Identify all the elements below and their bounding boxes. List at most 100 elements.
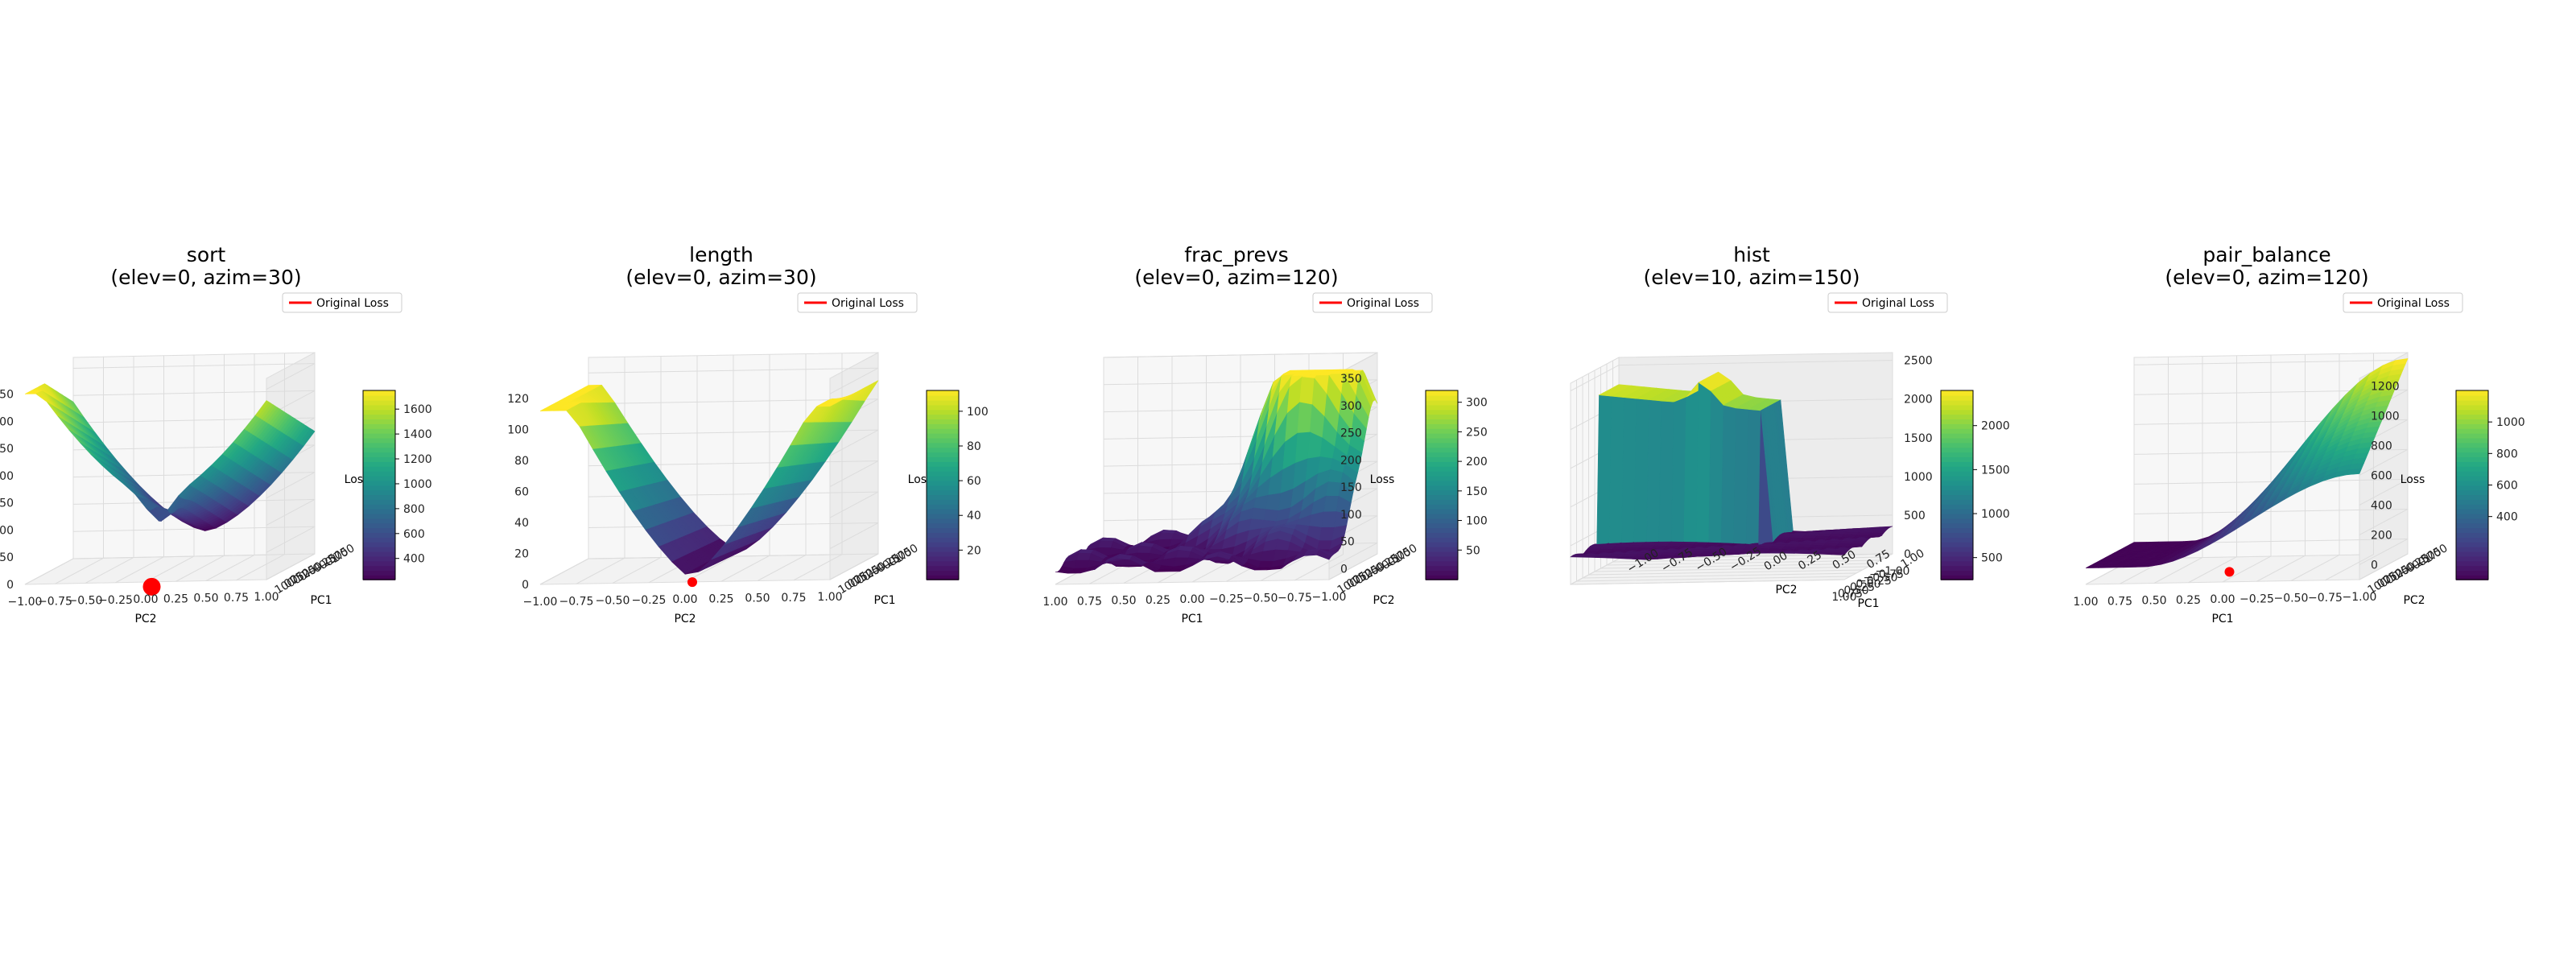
colorbar-segment	[2456, 423, 2488, 429]
x-tick-label: −0.50	[1244, 592, 1278, 605]
colorbar-segment	[1426, 494, 1458, 500]
colorbar-segment	[2456, 513, 2488, 519]
colorbar-segment	[1426, 508, 1458, 514]
chart-subtitle: (elev=10, azim=150)	[1643, 266, 1860, 289]
legend-label: Original Loss	[1862, 297, 1934, 310]
y-axis-label: PC1	[873, 594, 895, 607]
colorbar-segment	[363, 461, 395, 467]
colorbar-segment	[363, 537, 395, 543]
colorbar-segment	[2456, 414, 2488, 420]
colorbar-segment	[927, 432, 959, 439]
colorbar-segment	[2456, 485, 2488, 491]
colorbar-segment	[1426, 394, 1458, 401]
z-tick-label: 1000	[0, 470, 14, 483]
chart-title: pair_balance	[2202, 243, 2330, 266]
colorbar-segment	[1941, 570, 1973, 576]
z-tick-label: 2500	[1904, 355, 1933, 368]
colorbar-segment	[2456, 432, 2488, 439]
colorbar-segment	[927, 555, 959, 562]
colorbar-segment	[1426, 475, 1458, 481]
colorbar-tick-label: 200	[1466, 456, 1488, 469]
colorbar-segment	[363, 399, 395, 406]
x-tick-label: −0.75	[1278, 592, 1312, 605]
x-tick-label: 0.50	[2141, 595, 2166, 608]
colorbar-tick-label: 20	[967, 544, 981, 557]
colorbar-segment	[1426, 399, 1458, 406]
colorbar-segment	[1941, 456, 1973, 462]
surface-cell	[1633, 398, 1649, 543]
colorbar-segment	[2456, 551, 2488, 557]
colorbar-segment	[2456, 555, 2488, 562]
legend-box	[797, 292, 918, 313]
x-tick-label: −0.25	[1209, 592, 1244, 605]
z-tick-label: 1200	[2371, 380, 2400, 393]
x-tick-label: 1.00	[1831, 591, 1856, 604]
surface-cell	[1658, 400, 1674, 542]
surface-cell	[1317, 540, 1332, 551]
surface-cell	[1251, 507, 1267, 521]
colorbar-segment	[1426, 456, 1458, 462]
z-tick-label: 1000	[1904, 471, 1933, 484]
colorbar-segment	[363, 419, 395, 424]
x-tick-label: 0.75	[1838, 588, 1863, 601]
z-tick-label: 100	[1340, 509, 1362, 522]
x-axis-label: PC1	[2211, 613, 2233, 625]
original-loss-marker	[687, 577, 697, 588]
x-tick-label: 1.00	[2073, 596, 2098, 609]
colorbar-segment	[927, 452, 959, 458]
surface-cell	[1772, 543, 1788, 547]
colorbar-segment	[927, 480, 959, 486]
colorbar-segment	[1941, 470, 1973, 477]
colorbar-segment	[363, 394, 395, 401]
colorbar-segment	[927, 399, 959, 406]
colorbar-segment	[1426, 452, 1458, 458]
z-tick-label: 80	[514, 455, 529, 468]
colorbar-segment	[2456, 394, 2488, 401]
colorbar-segment	[1941, 508, 1973, 514]
colorbar-segment	[2456, 419, 2488, 424]
z-tick-label: 1000	[2371, 410, 2400, 423]
grid-line	[72, 363, 316, 390]
grid-line	[588, 367, 879, 394]
colorbar-frame	[1425, 390, 1459, 580]
x-tick-label: −1.00	[8, 596, 43, 609]
colorbar-segment	[927, 390, 959, 396]
colorbar-tick-label: 600	[2496, 480, 2518, 493]
surface-cell	[2347, 468, 2363, 476]
z-tick-label: 40	[514, 517, 529, 530]
colorbar-segment	[363, 570, 395, 576]
colorbar-segment	[2456, 466, 2488, 472]
x-tick-label: −1.00	[1312, 591, 1347, 604]
z-tick-label: 300	[1340, 400, 1362, 413]
z-tick-label: 2000	[1904, 394, 1933, 407]
chart-title: length	[689, 243, 753, 266]
z-tick-label: 800	[2371, 440, 2392, 452]
colorbar-segment	[363, 504, 395, 510]
x-tick-label: 0.00	[672, 593, 697, 606]
surface-cell	[539, 409, 556, 411]
grid-line	[72, 526, 316, 553]
grid-line	[2133, 478, 2409, 506]
colorbar-segment	[1426, 428, 1458, 434]
colorbar-segment	[1426, 570, 1458, 576]
colorbar-segment	[927, 409, 959, 415]
x-tick-label: −1.00	[2343, 591, 2377, 604]
x-axis-label: PC2	[134, 613, 156, 625]
colorbar-segment	[927, 575, 959, 580]
x-axis-label: PC1	[1857, 597, 1879, 610]
colorbar-segment	[363, 466, 395, 472]
colorbar-segment	[1426, 575, 1458, 580]
colorbar-segment	[1426, 513, 1458, 519]
colorbar-segment	[2456, 565, 2488, 572]
colorbar-segment	[1426, 537, 1458, 543]
colorbar-segment	[1426, 466, 1458, 472]
colorbar-tick-label: 1500	[1981, 464, 2010, 477]
colorbar-segment	[2456, 489, 2488, 496]
colorbar-segment	[927, 437, 959, 444]
legend-label: Original Loss	[316, 297, 389, 310]
colorbar-segment	[1941, 419, 1973, 424]
colorbar-segment	[927, 518, 959, 524]
colorbar-segment	[2456, 499, 2488, 505]
colorbar-tick-label: 400	[403, 553, 425, 566]
grid-line	[72, 472, 316, 499]
